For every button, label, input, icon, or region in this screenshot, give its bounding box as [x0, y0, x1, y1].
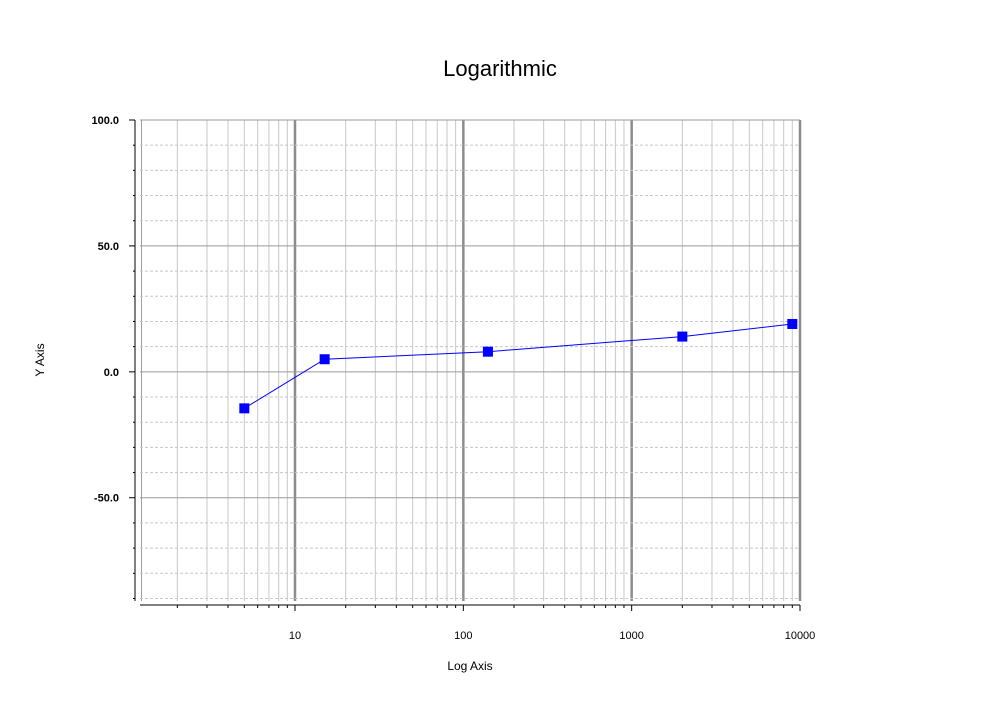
data-point — [239, 403, 250, 414]
data-point — [482, 346, 493, 357]
x-tick-label: 10 — [289, 630, 301, 642]
grid-lines — [140, 119, 802, 601]
y-tick-label: 50.0 — [98, 241, 119, 253]
tick-labels: 100.0 50.0 0.0 -50.0 10 100 1000 10000 — [91, 115, 815, 642]
plot-area — [140, 120, 800, 601]
x-axis-label: Log Axis — [447, 659, 492, 673]
y-tick-label: 100.0 — [91, 115, 119, 127]
chart-title: Logarithmic — [443, 56, 557, 81]
x-tick-label: 10000 — [785, 630, 816, 642]
x-tick-label: 1000 — [619, 630, 643, 642]
data-point — [677, 331, 688, 342]
series-layer — [239, 318, 798, 414]
y-tick-label: 0.0 — [104, 367, 119, 379]
data-point — [787, 318, 798, 329]
x-tick-label: 100 — [454, 630, 472, 642]
axes — [129, 119, 801, 611]
data-point — [319, 354, 330, 365]
y-axis-label: Y Axis — [33, 343, 47, 376]
y-tick-label: -50.0 — [94, 493, 119, 505]
